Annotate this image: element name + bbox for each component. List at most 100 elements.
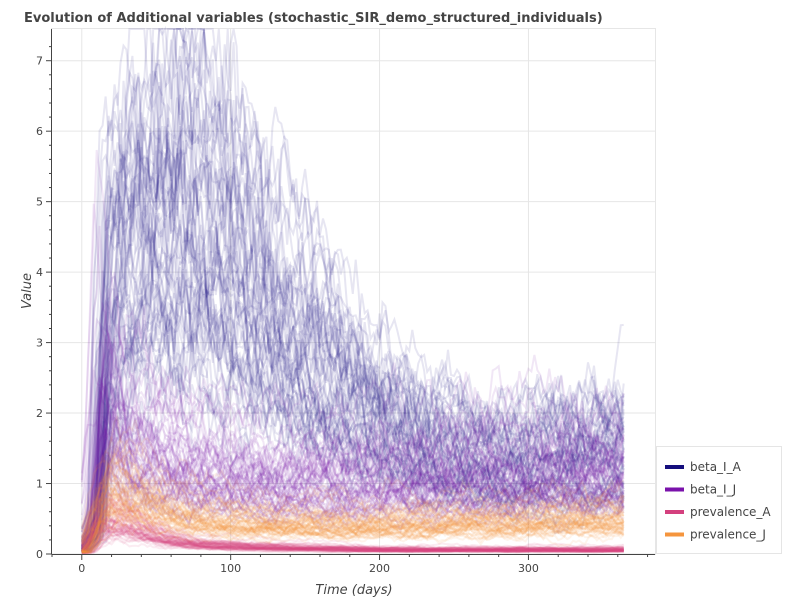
run-line [81,517,624,554]
y-tick-label: 3 [36,337,43,350]
run-line [81,437,625,552]
run-line [81,387,624,553]
run-line [81,415,625,552]
run-line [81,491,624,552]
run-line [81,537,624,554]
legend-item[interactable]: prevalence_A [665,505,771,519]
run-line [81,288,625,550]
run-line [81,454,625,553]
run-line [80,225,625,504]
run-line [81,122,625,552]
run-line [81,292,625,554]
run-line [81,272,625,550]
run-line [81,522,624,553]
series-beta_I_A [80,25,625,554]
run-line [81,28,624,551]
run-line [81,449,624,552]
run-line [81,300,625,553]
run-line [81,519,624,553]
run-line [81,443,625,553]
y-tick-label: 4 [36,266,43,279]
run-line [81,294,625,547]
run-line [80,28,625,530]
run-line [80,327,625,549]
run-line [81,501,624,553]
run-line [80,428,625,539]
run-line [81,525,624,555]
run-line [80,351,625,543]
legend-item[interactable]: beta_I_A [665,460,742,474]
run-line [80,28,625,530]
run-line [81,496,625,553]
run-line [81,523,624,554]
run-line [81,288,625,554]
run-line [81,505,624,552]
run-line [80,449,625,540]
run-line [81,525,624,553]
run-line [80,96,625,547]
run-line [81,512,625,554]
run-line [81,140,625,552]
run-line [80,499,625,542]
run-line [81,528,624,555]
run-line [80,453,625,538]
run-line [81,398,625,551]
run-line [81,520,624,553]
run-line [80,134,625,546]
run-line [81,281,625,551]
run-line [81,229,625,554]
run-line [81,532,624,554]
run-line [80,433,625,546]
run-line [81,25,625,550]
run-line [81,70,624,551]
run-line [80,441,625,553]
run-line [80,28,625,547]
run-line [80,149,625,548]
run-line [81,437,625,553]
run-line [81,516,625,544]
axes: 0 100 200 300 0 1 2 3 4 5 6 7 [36,29,655,575]
run-line [80,338,625,549]
y-tick-label: 5 [36,196,43,209]
run-line [81,411,624,553]
run-line [81,28,625,551]
run-line [80,457,625,549]
run-line [80,337,625,521]
run-line [81,183,625,552]
run-line [81,454,624,554]
run-line [80,496,624,542]
run-line [81,502,625,554]
run-line [81,28,625,551]
run-line [81,212,625,553]
run-line [81,437,625,553]
run-line [81,491,624,554]
run-line [81,39,625,551]
run-line [81,515,624,553]
run-line [81,249,625,553]
run-line [81,497,625,553]
run-line [81,492,625,554]
run-line [81,517,624,554]
run-line [80,494,624,552]
legend-item[interactable]: beta_I_J [665,483,736,497]
run-line [81,496,624,552]
series-prevalence_A [80,475,625,555]
run-line [80,477,625,552]
legend-item[interactable]: prevalence_J [665,528,766,542]
run-line [80,454,625,553]
run-line [81,398,625,552]
run-line [80,374,624,530]
run-line [81,85,625,551]
legend-label: prevalence_A [690,505,771,519]
run-line [80,478,625,545]
run-line [81,279,625,553]
run-line [81,479,625,553]
run-line [80,523,624,553]
run-line [81,466,625,553]
run-line [80,156,625,547]
run-line [80,492,625,543]
run-line [81,479,625,553]
run-line [81,494,624,554]
run-line [80,504,624,552]
